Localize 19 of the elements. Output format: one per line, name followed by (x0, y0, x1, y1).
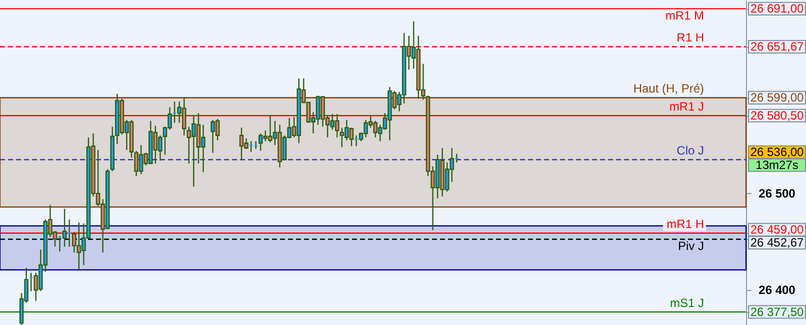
y-tick-label: 26 500 (758, 186, 796, 200)
y-tick-label: 26 651,67 (750, 40, 804, 54)
ref-line-label: Clo J (676, 144, 704, 158)
y-tick-label: 26 377,50 (750, 304, 804, 319)
y-tick-label: 26 452,67 (750, 236, 804, 250)
y-tick-label: 26 599,00 (750, 90, 804, 105)
ref-line-label: mS1 J (670, 296, 704, 310)
y-tick-label: 26 691,00 (750, 2, 804, 16)
y-tick-label: 26 459,00 (750, 222, 804, 237)
y-tick-label: 26 580,50 (750, 108, 804, 123)
ref-line-label: mR1 M (665, 8, 704, 23)
ref-line-label: mR1 H (666, 217, 704, 232)
text: 26 536,00 (750, 145, 804, 160)
ref-line-label: Haut (H, Pré) (633, 82, 704, 96)
y-tick-label: 26 400 (758, 283, 796, 298)
ref-line-label: Piv J (678, 239, 704, 254)
ref-line-label: mR1 J (669, 100, 704, 114)
ref-line-label: R1 H (676, 30, 704, 45)
text: 13m27s (756, 158, 798, 172)
